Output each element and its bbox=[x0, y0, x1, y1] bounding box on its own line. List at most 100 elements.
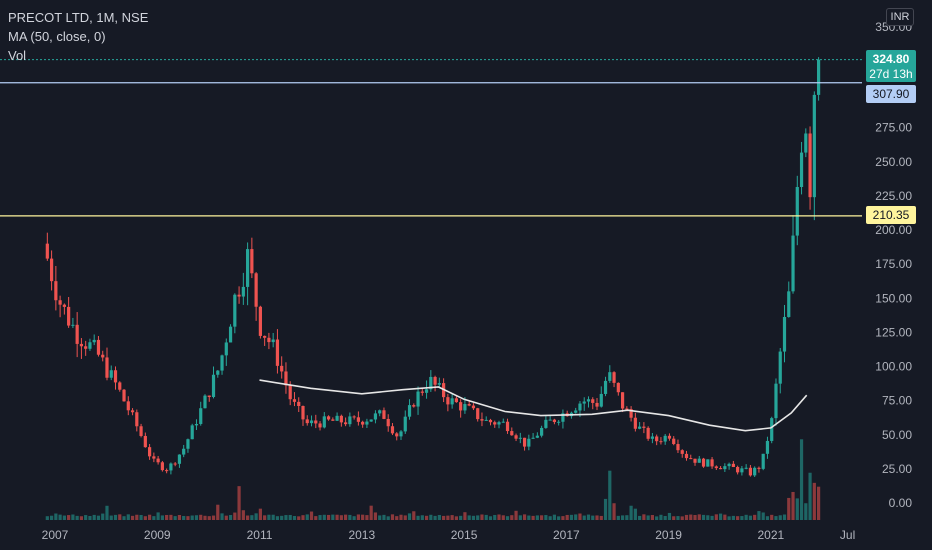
y-tick-label: 125.00 bbox=[875, 325, 912, 339]
candle-body bbox=[241, 286, 245, 297]
volume-bar bbox=[578, 513, 582, 520]
candle-body bbox=[723, 466, 727, 470]
candle-body bbox=[79, 343, 84, 347]
candle-body bbox=[54, 281, 58, 301]
volume-bar bbox=[731, 515, 735, 520]
volume-bar bbox=[84, 515, 88, 520]
candle-body bbox=[233, 294, 237, 327]
volume-bar bbox=[710, 515, 714, 520]
candle-body bbox=[744, 467, 748, 469]
volume-bar bbox=[156, 512, 160, 520]
volume-bar bbox=[655, 516, 659, 520]
volume-bar bbox=[147, 514, 152, 520]
candle-body bbox=[527, 438, 531, 447]
candle-body bbox=[535, 435, 539, 438]
candle-body bbox=[488, 419, 493, 423]
candle-body bbox=[211, 374, 216, 397]
volume-label[interactable]: Vol bbox=[8, 48, 27, 63]
candle-body bbox=[471, 405, 476, 409]
candle-body bbox=[642, 426, 646, 428]
volume-bar bbox=[706, 515, 710, 520]
currency-button[interactable]: INR bbox=[886, 8, 914, 26]
candle-body bbox=[804, 133, 808, 153]
candle-body bbox=[92, 339, 96, 343]
candle-body bbox=[271, 339, 275, 343]
candle-body bbox=[548, 419, 552, 421]
volume-bar bbox=[697, 514, 701, 520]
volume-bar bbox=[646, 515, 650, 520]
candle-body bbox=[616, 382, 620, 393]
volume-bar bbox=[416, 515, 420, 520]
volume-bar bbox=[757, 511, 761, 520]
candle-body bbox=[190, 425, 194, 440]
volume-bar bbox=[527, 515, 531, 520]
volume-bar bbox=[799, 439, 804, 520]
candle-body bbox=[740, 468, 744, 473]
volume-bar bbox=[620, 515, 625, 520]
volume-bar bbox=[62, 515, 66, 520]
candle-body bbox=[424, 389, 429, 393]
volume-bar bbox=[356, 514, 360, 520]
candle-body bbox=[808, 133, 812, 198]
candle-body bbox=[782, 316, 787, 352]
volume-bar bbox=[608, 470, 612, 520]
candle-body bbox=[126, 401, 130, 411]
x-tick-label: 2011 bbox=[247, 528, 273, 542]
candle-body bbox=[49, 258, 54, 282]
volume-bar bbox=[407, 513, 412, 520]
candle-body bbox=[301, 406, 305, 420]
volume-bar bbox=[101, 513, 105, 520]
volume-bar bbox=[795, 498, 799, 520]
volume-bar bbox=[723, 514, 727, 520]
last-price-badge: 324.80 27d 13h bbox=[866, 50, 916, 82]
candle-body bbox=[109, 370, 113, 378]
candle-body bbox=[75, 324, 79, 344]
candle-body bbox=[152, 456, 156, 459]
candle-body bbox=[45, 243, 49, 259]
volume-bar bbox=[139, 515, 143, 520]
candle-body bbox=[612, 372, 616, 383]
indicator-label[interactable]: MA (50, close, 0) bbox=[8, 29, 106, 44]
volume-bar bbox=[71, 514, 75, 520]
volume-bar bbox=[177, 514, 182, 520]
volume-bar bbox=[727, 516, 731, 520]
candle-body bbox=[258, 306, 262, 336]
volume-bar bbox=[433, 515, 437, 520]
candle-body bbox=[795, 187, 799, 236]
volume-bar bbox=[446, 515, 450, 520]
candle-body bbox=[105, 357, 109, 378]
candle-body bbox=[646, 427, 650, 439]
y-tick-label: 175.00 bbox=[875, 257, 912, 271]
symbol-title[interactable]: PRECOT LTD, 1M, NSE bbox=[8, 10, 149, 25]
volume-bar bbox=[535, 515, 539, 520]
volume-bar bbox=[173, 516, 177, 520]
candle-body bbox=[701, 458, 706, 467]
candle-body bbox=[101, 354, 105, 358]
candle-body bbox=[689, 458, 693, 460]
volume-bar bbox=[450, 515, 454, 520]
candle-body bbox=[407, 405, 412, 417]
candle-body bbox=[433, 376, 437, 385]
volume-bar bbox=[182, 515, 186, 520]
candle-body bbox=[429, 376, 433, 390]
candle-body bbox=[216, 370, 220, 375]
candle-body bbox=[484, 419, 488, 421]
volume-bar bbox=[804, 503, 808, 520]
candle-body bbox=[403, 416, 407, 432]
x-tick-label: 2009 bbox=[144, 528, 171, 542]
candle-body bbox=[659, 441, 663, 443]
volume-bar bbox=[565, 514, 569, 520]
volume-bar bbox=[395, 516, 399, 520]
volume-bar bbox=[761, 512, 765, 520]
candle-body bbox=[638, 426, 642, 429]
volume-bar bbox=[676, 516, 680, 520]
y-tick-label: 100.00 bbox=[875, 360, 912, 374]
volume-bar bbox=[548, 516, 552, 520]
candle-body bbox=[522, 437, 527, 447]
candle-body bbox=[599, 393, 603, 407]
volume-bar bbox=[663, 516, 667, 520]
volume-bar bbox=[288, 514, 292, 520]
x-tick-label: 2007 bbox=[42, 528, 69, 542]
candle-body bbox=[540, 427, 544, 436]
